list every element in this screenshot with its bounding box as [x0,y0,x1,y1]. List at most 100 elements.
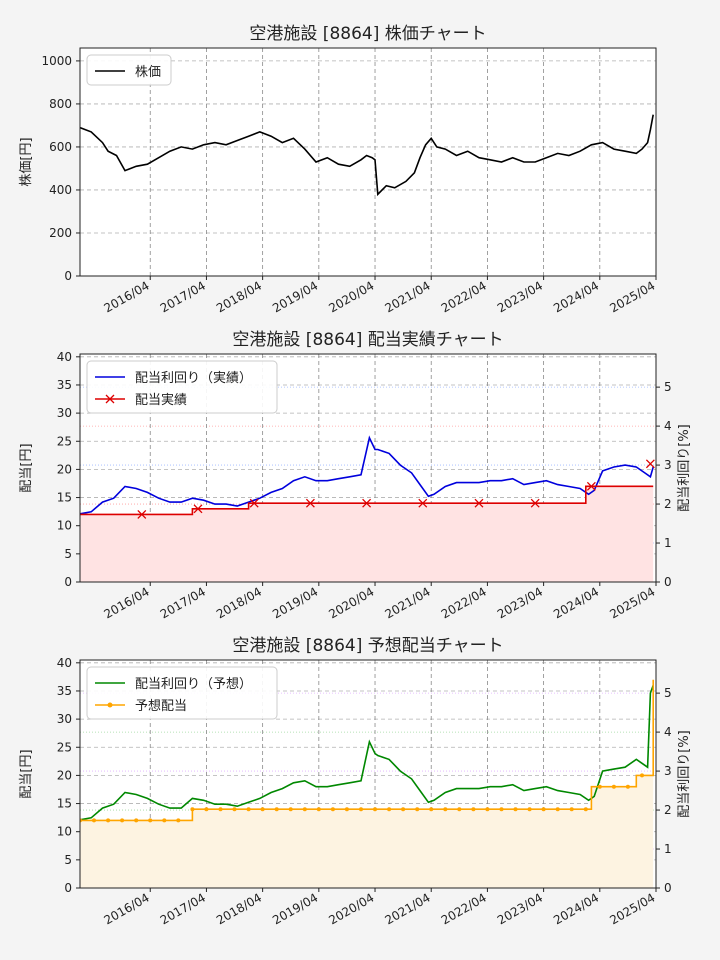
dividend-marker [499,807,504,812]
dividend-marker [260,807,265,812]
y-tick-label: 20 [57,768,72,782]
dividend-marker [583,807,588,812]
x-tick-label: 2024/04 [551,278,601,315]
dividend-marker [176,818,181,823]
x-tick-label: 2017/04 [158,584,208,621]
y-right-tick-label: 2 [664,803,672,817]
plot-frame [79,659,657,889]
x-tick-label: 2021/04 [383,278,433,315]
y-right-tick-label: 3 [664,458,672,472]
chart-title: 空港施設 [8864] 予想配当チャート [232,636,503,656]
dividend-marker [274,807,279,812]
x-tick-label: 2021/04 [383,890,433,927]
y-axis-label: 配当[円] [19,443,34,492]
y-tick-label: 0 [64,575,72,589]
legend-box [86,54,172,86]
y-tick-label: 10 [57,825,72,839]
x-tick-label: 2025/04 [607,278,657,315]
x-tick-label: 2019/04 [270,584,320,621]
y-right-tick-label: 4 [664,725,672,739]
series-layer [80,114,654,197]
dividend-marker [586,481,596,491]
y-right-tick-label: 3 [664,764,672,778]
y-right-tick-label: 1 [664,842,672,856]
y-tick-label: 5 [64,853,72,867]
x-tick-label: 2024/04 [551,584,601,621]
dividend-marker [246,807,251,812]
y-tick-label: 0 [64,881,72,895]
dividend-marker [190,807,195,812]
x-tick-label: 2020/04 [326,890,376,927]
x-tick-label: 2025/04 [607,890,657,927]
dividend-marker [148,818,153,823]
y-tick-label: 40 [57,350,72,364]
dividend-marker [471,807,476,812]
plot-frame [79,47,657,277]
y-tick-label: 25 [57,434,72,448]
legend-marker [105,394,115,404]
y-right-tick-label: 0 [664,881,672,895]
chart-title: 空港施設 [8864] 配当実績チャート [232,330,503,350]
dividend-marker [106,818,111,823]
y-tick-label: 35 [57,684,72,698]
x-tick-label: 2016/04 [102,584,152,621]
y-tick-label: 200 [49,226,72,240]
yield-line [80,435,654,515]
dividend-marker [120,818,125,823]
y-tick-label: 40 [57,656,72,670]
y-right-tick-label: 4 [664,419,672,433]
y-tick-label: 400 [49,183,72,197]
x-tick-label: 2018/04 [214,890,264,927]
y-right-tick-label: 5 [664,686,672,700]
dividend-marker [645,459,655,469]
chart-panel-2: 空港施設 [8864] 配当実績チャート05101520253035400123… [19,330,692,622]
dividend-marker [415,807,420,812]
legend-label: 株価 [135,65,161,80]
x-tick-label: 2023/04 [495,278,545,315]
y-tick-label: 35 [57,378,72,392]
yield-line [80,685,654,821]
dividend-marker [162,818,167,823]
dividend-marker [555,807,560,812]
dividend-marker [316,807,321,812]
y-tick-label: 1000 [41,54,72,68]
dividend-marker [137,509,147,519]
chart-panel-1: 空港施設 [8864] 株価チャート 0 200 400 600 800 1000 2016/… [19,24,658,316]
x-tick-label: 2022/04 [439,278,489,315]
x-tick-label: 2019/04 [270,890,320,927]
dividend-marker [92,818,96,823]
dividend-marker [513,807,518,812]
x-tick-label: 2017/04 [158,278,208,315]
plot-frame [79,353,657,583]
dividend-marker [640,773,644,778]
y-right-tick-label: 0 [664,575,672,589]
dividend-marker [359,807,363,812]
chart-panel-3: 空港施設 [8864] 予想配当チャート05101520253035400123… [19,636,692,928]
dividend-marker [330,807,335,812]
x-tick-label: 2016/04 [102,278,152,315]
dividend-marker [305,498,315,508]
dividend-marker [474,498,484,508]
y-axis-label: 配当[円] [19,749,34,798]
dividend-marker [218,807,223,812]
y-right-tick-label: 5 [664,380,672,394]
x-tick-label: 2020/04 [326,278,376,315]
series-layer [80,679,654,888]
x-tick-label: 2021/04 [383,584,433,621]
legend-label: 予想配当 [135,698,187,714]
y-right-axis-label: 配当利回り[%] [677,424,692,512]
y-tick-label: 30 [57,406,72,420]
x-tick-label: 2018/04 [214,584,264,621]
x-tick-label: 2018/04 [214,278,264,315]
x-tick-label: 2019/04 [270,278,320,315]
dividend-marker [204,807,209,812]
dividend-marker [485,807,490,812]
dividend-marker [569,807,574,812]
legend-label: 配当利回り（実績） [135,370,252,386]
chart-title: 空港施設 [8864] 株価チャート [249,24,486,44]
legend-label: 配当利回り（予想） [135,676,252,692]
x-tick-label: 2017/04 [158,890,208,927]
y-tick-label: 15 [57,797,72,811]
y-tick-label: 600 [49,140,72,154]
